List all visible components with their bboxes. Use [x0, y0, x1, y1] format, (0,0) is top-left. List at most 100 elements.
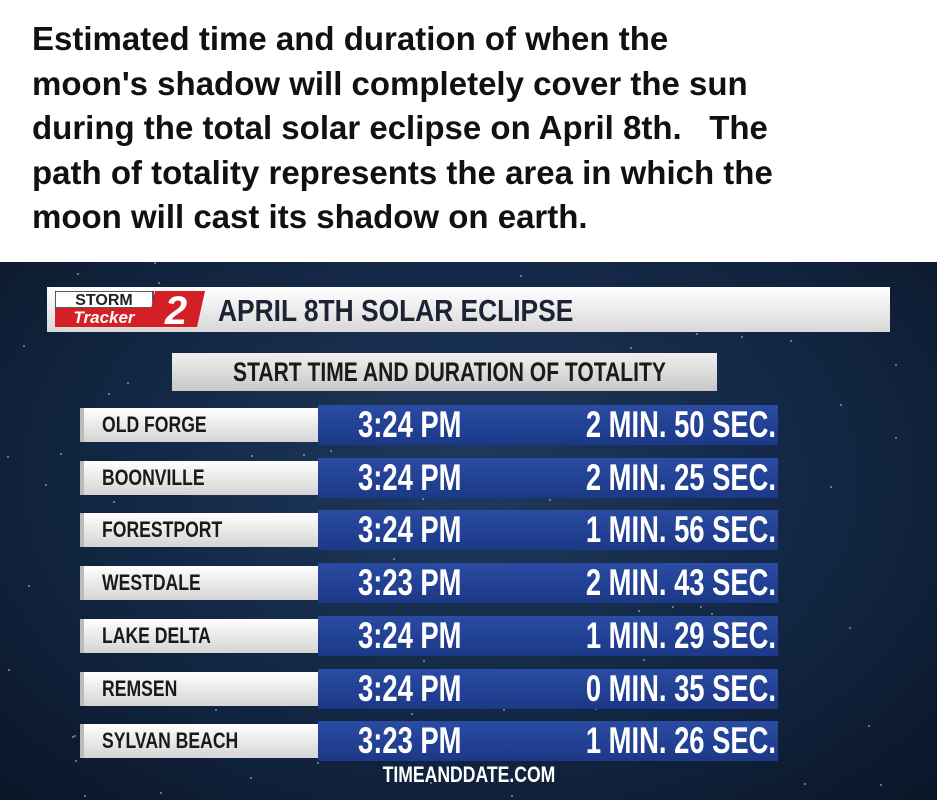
star [72, 736, 75, 739]
graphic-subtitle: START TIME AND DURATION OF TOTALITY [233, 357, 666, 387]
star [127, 382, 130, 385]
duration: 2 MIN. 25 SEC. [585, 456, 776, 498]
location-box: WESTDALE [80, 566, 318, 601]
star [895, 436, 897, 439]
location-box: OLD FORGE [80, 408, 318, 442]
value-box: 3:24 PM 1 MIN. 29 SEC. [318, 614, 778, 656]
logo-line1: STORM [75, 292, 132, 309]
star [60, 453, 63, 456]
logo-line2: Tracker [73, 308, 136, 327]
star [895, 363, 898, 366]
location-box: SYLVAN BEACH [80, 724, 318, 759]
location: FORESTPORT [102, 517, 223, 543]
star [249, 776, 252, 779]
source-box: TIMEANDDATE.COM [0, 762, 937, 788]
value-box: 3:24 PM 2 MIN. 50 SEC. [318, 405, 778, 445]
star [83, 794, 86, 797]
star [329, 450, 332, 453]
location: BOONVILLE [102, 464, 205, 490]
star [548, 499, 551, 502]
location-box: LAKE DELTA [80, 618, 318, 653]
location-box: BOONVILLE [80, 460, 318, 495]
star [429, 782, 432, 785]
star [316, 762, 319, 765]
caption-line: during the total solar eclipse on April … [32, 109, 768, 146]
star [251, 455, 254, 458]
star [7, 668, 10, 671]
star [73, 734, 76, 737]
star [76, 273, 79, 276]
star [642, 658, 645, 661]
location-box: FORESTPORT [80, 513, 318, 548]
star [711, 613, 714, 616]
source: TIMEANDDATE.COM [382, 762, 555, 787]
star [108, 393, 111, 396]
star [868, 724, 871, 727]
star [22, 345, 25, 348]
star [595, 708, 598, 711]
start-time: 3:24 PM [358, 667, 462, 709]
star [74, 760, 77, 763]
star [154, 262, 157, 265]
star [113, 500, 116, 503]
start-time: 3:23 PM [358, 720, 462, 762]
duration: 2 MIN. 43 SEC. [585, 562, 776, 604]
location: OLD FORGE [102, 412, 207, 437]
star [6, 455, 9, 458]
value-box: 3:24 PM 2 MIN. 25 SEC. [318, 456, 778, 498]
duration: 2 MIN. 50 SEC. [585, 404, 776, 445]
star [510, 794, 513, 797]
location: LAKE DELTA [102, 622, 211, 648]
duration: 1 MIN. 29 SEC. [585, 614, 776, 656]
location: SYLVAN BEACH [102, 728, 239, 754]
star [849, 626, 852, 629]
star [671, 605, 674, 608]
subtitle-box: START TIME AND DURATION OF TOTALITY [172, 353, 717, 391]
header-bar: STORM Tracker 2 APRIL 8TH SOLAR ECLIPSE [47, 287, 890, 332]
value-box: 3:24 PM 1 MIN. 56 SEC. [318, 509, 778, 551]
value-box: 3:23 PM 1 MIN. 26 SEC. [318, 720, 778, 762]
star [303, 454, 306, 457]
star [638, 610, 641, 613]
value-box: 3:24 PM 0 MIN. 35 SEC. [318, 667, 778, 709]
start-time: 3:24 PM [358, 509, 462, 551]
duration: 1 MIN. 56 SEC. [585, 509, 776, 551]
start-time: 3:24 PM [358, 614, 462, 656]
caption-line: moon's shadow will completely cover the … [32, 64, 748, 102]
star [790, 340, 793, 343]
star [411, 713, 414, 716]
star [44, 483, 47, 486]
star [830, 485, 833, 488]
caption-line: path of totality represents the area in … [32, 153, 773, 191]
star [629, 346, 632, 349]
star [700, 606, 703, 609]
star [839, 404, 842, 407]
star [392, 558, 395, 561]
star [740, 335, 743, 338]
location-box: REMSEN [80, 671, 318, 706]
graphic-title: APRIL 8TH SOLAR ECLIPSE [218, 293, 574, 328]
star [519, 274, 522, 277]
star [879, 783, 882, 786]
value-box: 3:23 PM 2 MIN. 43 SEC. [318, 562, 778, 604]
location: REMSEN [102, 675, 178, 701]
logo-number: 2 [164, 291, 187, 327]
star [159, 792, 162, 795]
star [503, 708, 506, 711]
duration: 1 MIN. 26 SEC. [585, 720, 776, 762]
star [696, 332, 699, 335]
star [27, 585, 30, 587]
start-time: 3:24 PM [358, 404, 462, 445]
caption-line: moon will cast its shadow on earth. [32, 198, 588, 235]
star [804, 782, 807, 785]
start-time: 3:23 PM [358, 562, 462, 604]
star [158, 282, 161, 285]
location: WESTDALE [102, 570, 201, 596]
eclipse-graphic: STORM Tracker 2 APRIL 8TH SOLAR ECLIPSE … [0, 262, 937, 800]
duration: 0 MIN. 35 SEC. [585, 667, 776, 709]
caption-line: Estimated time and duration of when the [32, 20, 669, 57]
logo: STORM Tracker 2 [55, 291, 205, 327]
star [422, 498, 425, 501]
star [215, 708, 218, 711]
